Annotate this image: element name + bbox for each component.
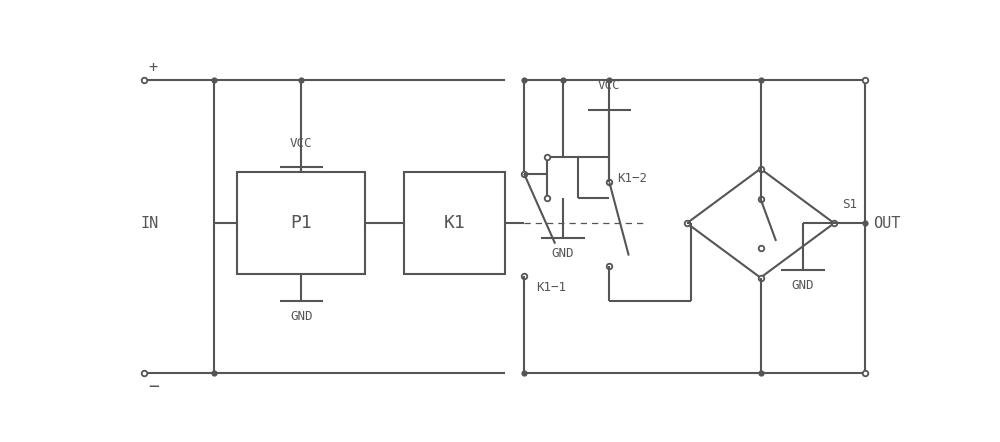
Text: S1: S1 [842,198,857,211]
Text: +: + [148,60,157,75]
Text: GND: GND [552,247,574,260]
Text: IN: IN [140,216,159,231]
Text: GND: GND [290,310,313,323]
Text: K1: K1 [444,214,465,232]
Text: VCC: VCC [290,137,313,150]
Text: VCC: VCC [598,79,621,92]
Text: K1−1: K1−1 [536,281,566,294]
Bar [237,172,365,274]
Text: P1: P1 [290,214,312,232]
Text: GND: GND [792,279,814,292]
Text: −: − [148,378,159,396]
Text: K1−2: K1−2 [617,172,647,186]
Text: OUT: OUT [873,216,900,231]
Bar [404,172,505,274]
